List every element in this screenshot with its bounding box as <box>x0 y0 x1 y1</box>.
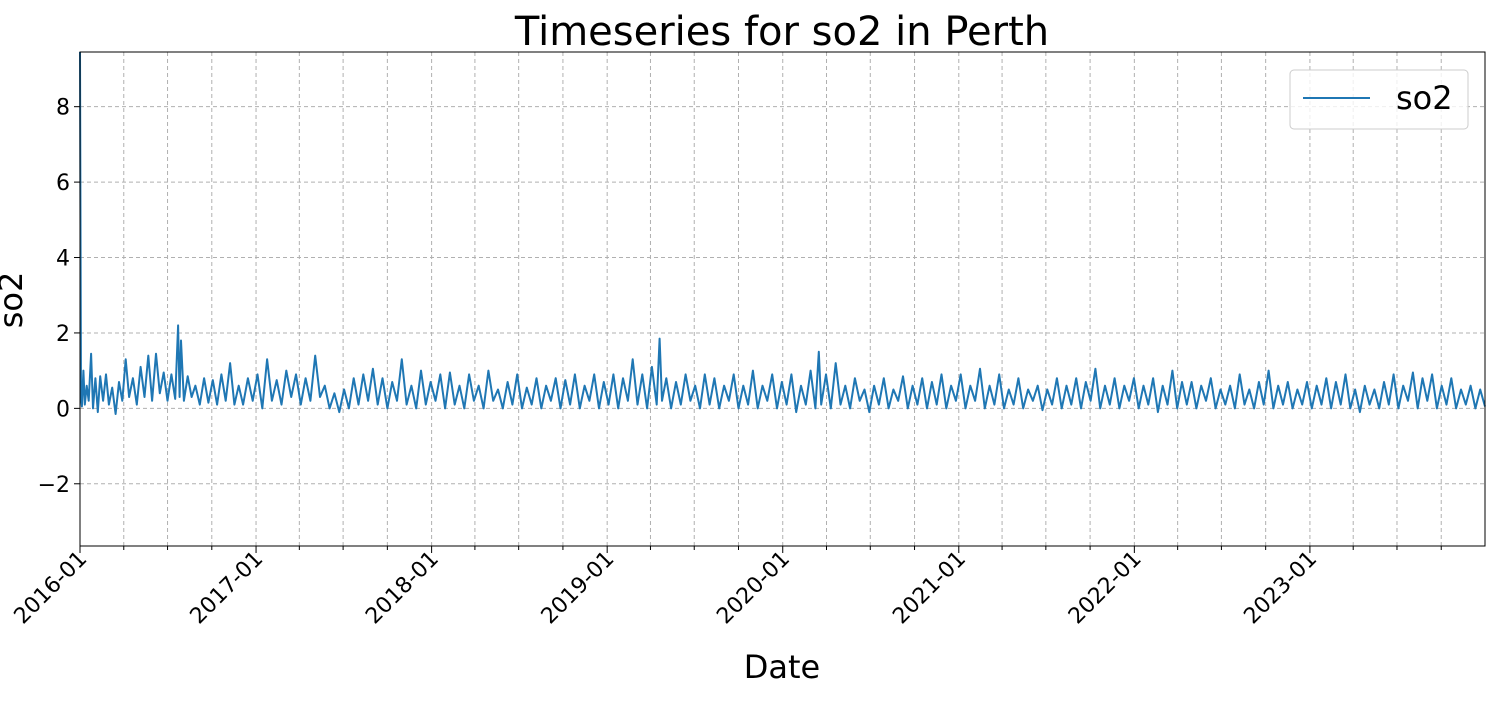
y-tick-label: −2 <box>38 473 70 498</box>
y-tick-label: 6 <box>56 171 70 196</box>
y-tick-label: 0 <box>56 397 70 422</box>
chart-title: Timeseries for so2 in Perth <box>514 9 1049 55</box>
legend-box <box>1289 69 1469 130</box>
x-axis-label: Date <box>744 648 820 686</box>
series-layer <box>79 51 1486 415</box>
grid-layer <box>79 52 1485 546</box>
series-line-so2 <box>79 51 1486 415</box>
y-axis-label: so2 <box>0 272 30 329</box>
y-tick-label: 4 <box>56 247 70 272</box>
legend: so2 <box>1289 69 1469 130</box>
y-tick-label: 2 <box>56 322 70 347</box>
legend-label-so2: so2 <box>1396 79 1453 117</box>
y-tick-label: 8 <box>56 96 70 121</box>
y-axis: −2 0 2 4 6 8 <box>38 96 80 498</box>
